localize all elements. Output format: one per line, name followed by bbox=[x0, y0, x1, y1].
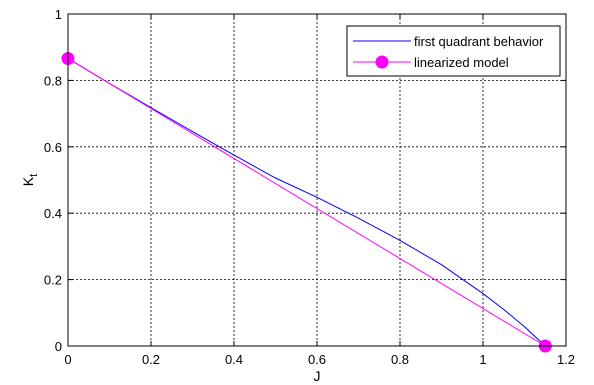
y-tick-label: 0 bbox=[55, 339, 62, 354]
x-tick-label: 1 bbox=[479, 352, 486, 367]
x-tick-label: 0.6 bbox=[308, 352, 326, 367]
series-line-linearized-model bbox=[67, 58, 546, 347]
y-tick-label: 0.2 bbox=[44, 273, 62, 288]
x-tick-label: 1.2 bbox=[557, 352, 575, 367]
series-line-first-quadrant-behavior bbox=[67, 58, 546, 347]
y-axis-label-sub: t bbox=[28, 174, 40, 177]
x-tick-label: 0.4 bbox=[225, 352, 243, 367]
x-axis-label: J bbox=[314, 368, 321, 384]
y-tick-label: 0.6 bbox=[44, 140, 62, 155]
y-tick-label: 0.8 bbox=[44, 73, 62, 88]
y-axis-label-main: K bbox=[20, 176, 36, 186]
x-tick-label: 0.8 bbox=[391, 352, 409, 367]
legend-label-first-quadrant-behavior: first quadrant behavior bbox=[414, 34, 544, 49]
svg-text:Kt: Kt bbox=[20, 174, 40, 186]
legend: first quadrant behavior linearized model bbox=[346, 25, 561, 77]
grid bbox=[68, 14, 566, 346]
ticks: 0 0.2 0.4 0.6 0.8 1 1.2 0 0.2 0.4 0.6 0.8 1 bbox=[44, 7, 575, 367]
y-axis-label: Kt bbox=[20, 174, 40, 186]
y-tick-label: 0.4 bbox=[44, 206, 62, 221]
y-tick-label: 1 bbox=[55, 7, 62, 22]
legend-marker-linearized-model bbox=[375, 55, 389, 69]
legend-label-linearized-model: linearized model bbox=[414, 55, 509, 70]
x-tick-label: 0 bbox=[64, 352, 71, 367]
x-tick-label: 0.2 bbox=[142, 352, 160, 367]
